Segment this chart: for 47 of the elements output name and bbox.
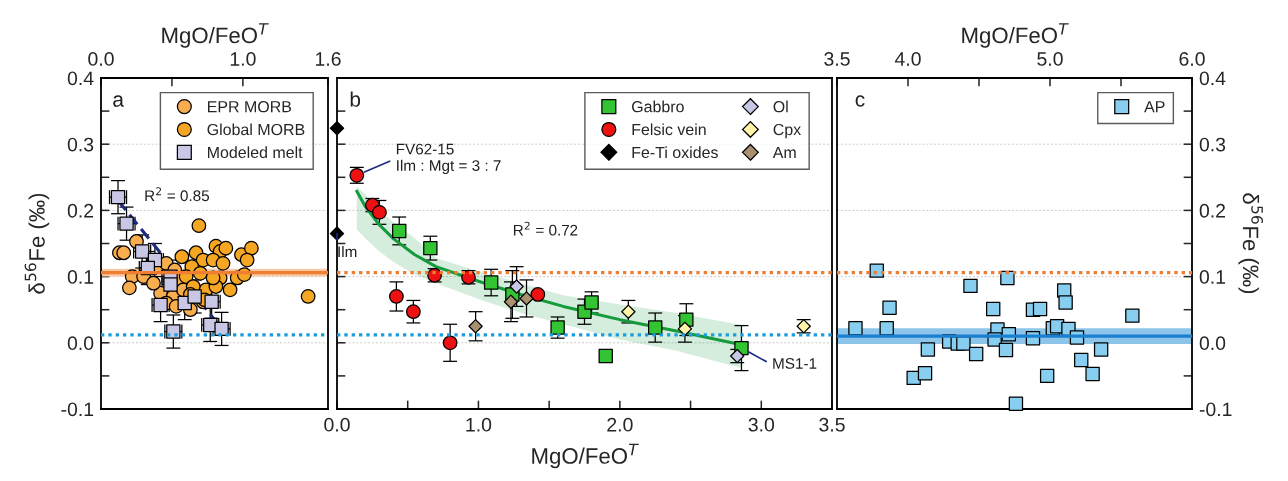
y-tick-label: 0.0 (67, 336, 94, 351)
legend-label: Cpx (773, 123, 802, 139)
legend-label: AP (1144, 101, 1165, 113)
legend-label: EPR MORB (208, 101, 292, 113)
annotation: a (113, 95, 124, 107)
y-tick-label: -0.1 (1199, 402, 1232, 417)
y-tick-label: 0.3 (67, 137, 94, 152)
legend-label: Modeled melt (208, 146, 303, 159)
x-tick-label: 1.0 (466, 417, 492, 432)
x-axis-title: MgO/FeO$^{T}$ (962, 23, 1069, 48)
y-tick-label: 0.4 (1199, 71, 1226, 86)
x-tick-label: 0.0 (324, 417, 350, 432)
x-tick-label: 0.0 (88, 52, 114, 66)
x-tick-label: 3.5 (819, 417, 845, 432)
y-tick-label: 0.2 (1199, 203, 1225, 218)
y-axis-title: δ$^{56}$Fe (‰) (24, 193, 50, 294)
y-tick-label: 0.1 (67, 270, 94, 284)
legend-label: Am (772, 146, 796, 158)
x-tick-label: 5.0 (1037, 52, 1063, 66)
legend-label: Gabbro (632, 100, 684, 113)
y-tick-label: -0.1 (61, 402, 94, 417)
x-tick-label: 3.5 (824, 52, 850, 66)
x-axis-title: MgO/FeO$^{T}$ (162, 23, 269, 48)
annotation: FV62-15 Ilm : Mgt = 3 : 7 (396, 143, 501, 174)
annotation: MS1-1 (773, 358, 817, 369)
x-tick-label: 4.0 (894, 52, 921, 66)
legend-label: Fe-Ti oxides (632, 146, 718, 159)
x-tick-label: 2.0 (607, 417, 633, 432)
annotation: R$^{2}$ = 0.72 (513, 221, 578, 236)
annotation: R$^{2}$ = 0.85 (145, 187, 210, 202)
y-tick-label: 0.1 (1199, 270, 1226, 284)
x-tick-label: 1.6 (315, 52, 341, 66)
legend-label: Global MORB (207, 123, 305, 136)
x-tick-label: 6.0 (1179, 52, 1205, 66)
legend-label: Felsic vein (632, 123, 706, 136)
x-axis-title: MgO/FeO$^{T}$ (532, 443, 639, 469)
y-tick-label: 0.4 (67, 71, 94, 86)
y-axis-title: δ$^{56}$Fe (‰) (1238, 193, 1263, 294)
y-tick-label: 0.3 (1199, 137, 1226, 152)
annotation: Ilm (338, 245, 357, 257)
x-tick-label: 3.0 (748, 417, 775, 432)
legend-label: Ol (773, 100, 788, 113)
y-tick-label: 0.2 (67, 203, 94, 218)
y-tick-label: 0.0 (1199, 336, 1226, 351)
annotation: c (855, 95, 865, 107)
annotation: b (350, 91, 361, 107)
x-tick-label: 1.0 (230, 52, 256, 66)
